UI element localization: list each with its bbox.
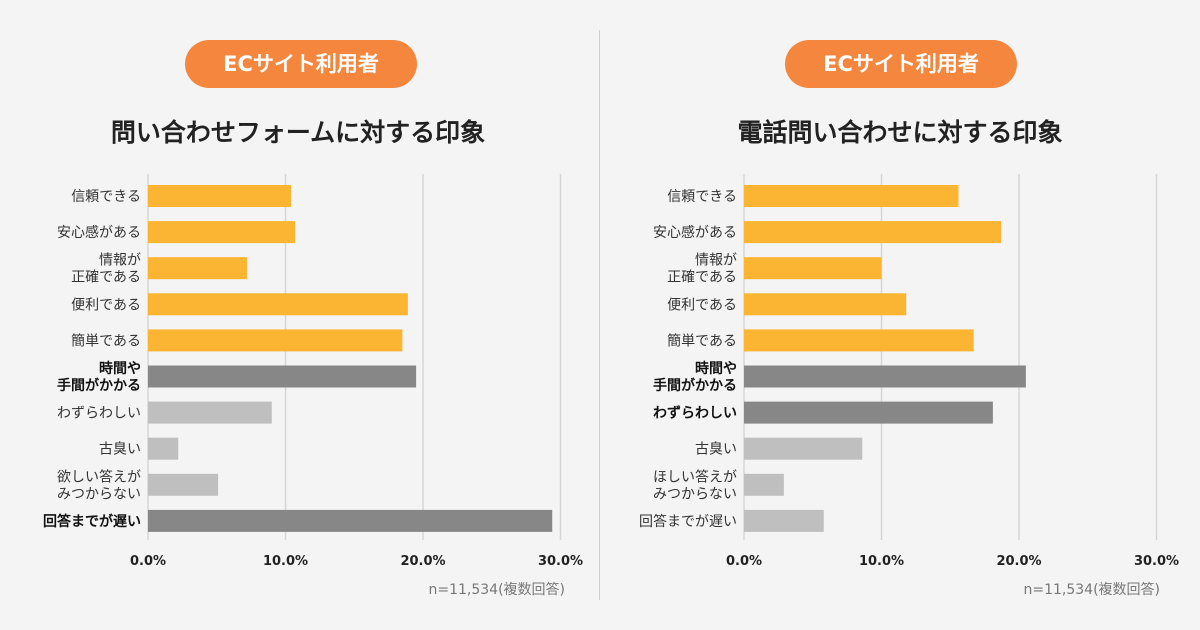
left-category-label: 便利である [71, 297, 141, 313]
left-category-label: 簡単である [71, 333, 141, 349]
right-category-label: 回答までが遅い [639, 513, 737, 530]
left-tick-label: 0.0% [130, 554, 166, 569]
left-category-label: わずらわしい [57, 406, 141, 422]
right-category-label: ほしい答えが [653, 468, 737, 485]
right-tick-label: 20.0% [996, 554, 1041, 569]
left-category-label: 正確である [71, 270, 141, 286]
left-audience-badge: ECサイト利用者 [185, 40, 417, 88]
left-category-label: 欲しい答えが [57, 468, 141, 485]
right-category-label: わずらわしい [653, 405, 737, 422]
left-bar [148, 293, 408, 316]
left-category-label: 安心感がある [57, 224, 141, 241]
right-bar [744, 329, 974, 352]
left-tick-label: 20.0% [400, 554, 445, 569]
right-chart-title: 電話問い合わせに対する印象 [737, 118, 1063, 147]
right-chart-panel: ECサイト利用者 電話問い合わせに対する印象 信頼できる安心感がある情報が 正確で… [600, 0, 1200, 630]
right-audience-badge: ECサイト利用者 [785, 40, 1017, 88]
right-category-label: みつからない [653, 486, 737, 502]
left-category-label: みつからない [57, 486, 141, 502]
left-tick-label: 30.0% [538, 554, 583, 569]
left-bar-chart: 信頼できる安心感がある情報が正確である便利である簡単である時間や手間がかかるわず… [43, 174, 583, 598]
right-bar-chart: 信頼できる安心感がある情報が正確である便利である簡単である時間や手間がかかるわず… [639, 174, 1179, 598]
left-bar [148, 437, 179, 460]
left-bar [148, 221, 296, 244]
left-category-label: 回答までが遅い [43, 513, 141, 530]
right-bar [744, 437, 863, 460]
right-bar [744, 257, 882, 280]
left-category-label: 時間や [99, 360, 141, 377]
left-category-label: 情報が [99, 253, 141, 269]
right-category-label: 便利である [667, 297, 737, 313]
right-category-label: 信頼できる [667, 189, 737, 205]
right-tick-label: 30.0% [1134, 554, 1179, 569]
left-chart-panel: ECサイト利用者 問い合わせフォームに対する印象 信頼できる安心感がある情報が正… [43, 40, 583, 598]
left-tick-label: 10.0% [263, 554, 308, 569]
right-category-label: 簡単である [667, 333, 737, 349]
left-bar [148, 509, 553, 532]
left-bar [148, 401, 272, 424]
left-category-label: 信頼できる [71, 189, 141, 205]
right-category-label: 情報が [695, 253, 737, 269]
left-bar [148, 329, 403, 352]
right-bar [744, 365, 1026, 388]
right-category-label: 手間がかかる [653, 377, 737, 394]
right-bar [744, 509, 824, 532]
left-bar [148, 185, 291, 207]
panel-divider [599, 30, 600, 600]
right-bar [744, 401, 993, 424]
right-category-label: 正確である [667, 270, 737, 286]
right-bar [744, 473, 784, 496]
left-bar [148, 257, 247, 280]
left-sample-note: n=11,534(複数回答) [428, 581, 565, 598]
right-tick-label: 0.0% [726, 554, 762, 569]
right-category-label: 安心感がある [653, 224, 737, 241]
right-bar [744, 221, 1002, 244]
left-bar [148, 473, 219, 496]
left-category-label: 手間がかかる [57, 377, 141, 394]
left-chart-title: 問い合わせフォームに対する印象 [110, 118, 486, 147]
right-category-label: 古臭い [695, 442, 737, 458]
left-category-label: 古臭い [99, 442, 141, 458]
right-category-label: 時間や [695, 360, 737, 377]
right-bar [744, 185, 959, 207]
right-bar [744, 293, 907, 316]
right-tick-label: 10.0% [859, 554, 904, 569]
right-sample-note: n=11,534(複数回答) [1023, 581, 1160, 598]
left-bar [148, 365, 417, 388]
